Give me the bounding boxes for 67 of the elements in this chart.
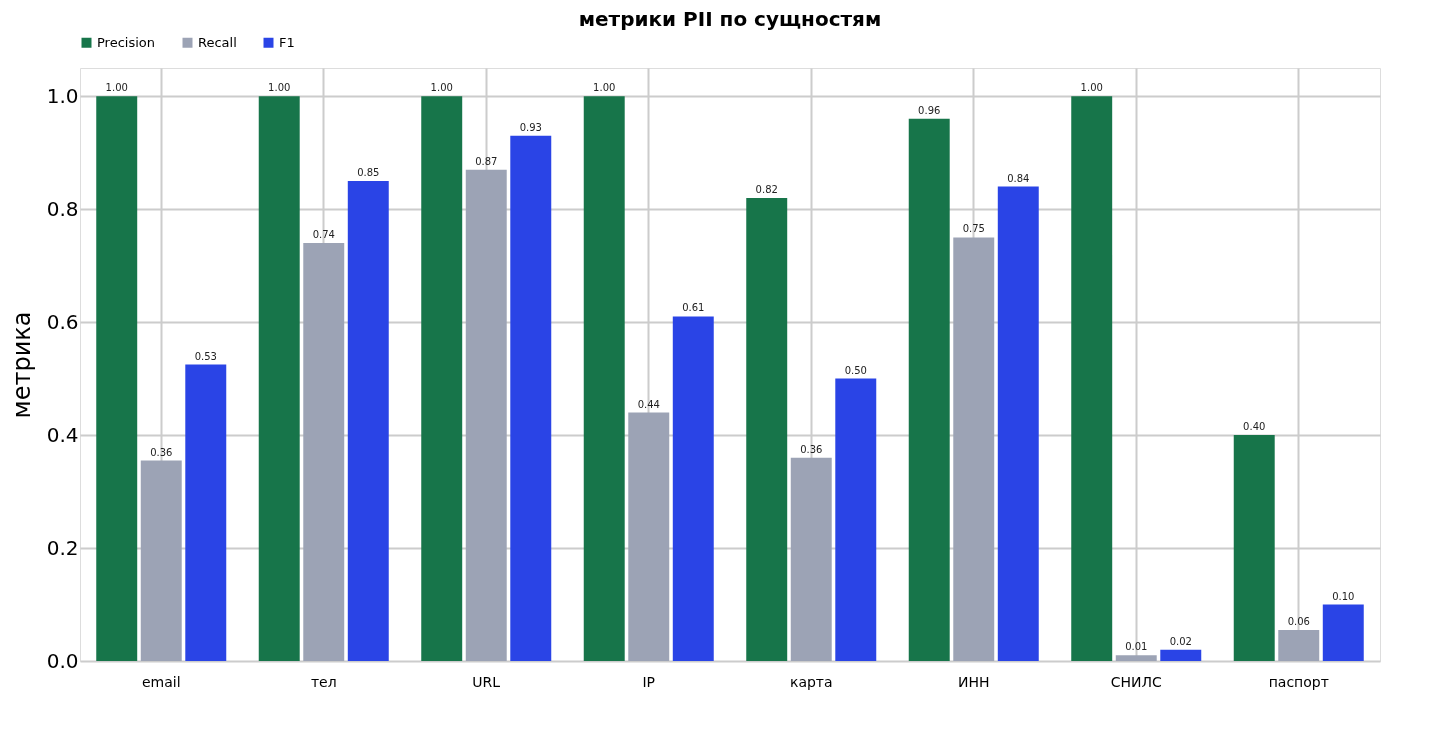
bar <box>746 197 788 661</box>
x-tick-label: СНИЛС <box>1110 673 1163 690</box>
data-label: 0.82 <box>755 183 778 195</box>
data-label: 1.00 <box>1080 82 1103 94</box>
data-label: 0.02 <box>1169 635 1192 647</box>
y-axis-title: метрика <box>7 311 36 419</box>
bar <box>421 96 463 661</box>
x-tick-label: тел <box>310 673 337 690</box>
data-label: 0.85 <box>357 166 380 178</box>
legend-label: F1 <box>279 34 295 50</box>
data-label: 1.00 <box>593 82 616 94</box>
bar <box>1233 435 1275 661</box>
chart-title: метрики PII по сущностям <box>578 7 882 31</box>
bar <box>953 237 995 661</box>
x-tick-label: паспорт <box>1268 673 1329 690</box>
bar <box>465 169 507 661</box>
bar <box>1278 629 1320 661</box>
data-label: 0.50 <box>844 364 867 376</box>
bar <box>1115 655 1157 661</box>
bar <box>835 378 877 661</box>
bar <box>140 460 182 661</box>
x-tick-label: IP <box>642 673 656 690</box>
bar <box>672 316 714 661</box>
data-label: 0.10 <box>1332 590 1355 602</box>
y-tick-label: 0.8 <box>46 196 79 221</box>
data-label: 0.61 <box>682 302 705 314</box>
y-tick-label: 0.6 <box>46 309 79 334</box>
bar <box>258 96 300 661</box>
data-label: 0.84 <box>1007 172 1030 184</box>
bar <box>1322 604 1364 661</box>
bar <box>908 118 950 661</box>
bar <box>185 364 227 661</box>
data-label: 0.40 <box>1243 421 1266 433</box>
bar <box>583 96 625 661</box>
data-label: 1.00 <box>105 82 128 94</box>
data-label: 0.36 <box>150 446 173 458</box>
data-label: 1.00 <box>430 82 453 94</box>
legend-label: Recall <box>198 34 237 50</box>
data-label: 0.53 <box>194 350 217 362</box>
bar <box>997 186 1039 661</box>
bar <box>347 180 389 661</box>
y-tick-label: 1.0 <box>46 83 79 108</box>
bar <box>1071 96 1113 661</box>
bar <box>628 412 670 661</box>
y-tick-label: 0.0 <box>46 648 79 673</box>
data-label: 0.06 <box>1287 615 1310 627</box>
x-tick-label: URL <box>472 673 501 690</box>
y-tick-label: 0.4 <box>46 422 79 447</box>
data-label: 0.44 <box>637 398 660 410</box>
data-label: 0.96 <box>918 104 941 116</box>
legend-label: Precision <box>97 34 156 50</box>
data-label: 0.87 <box>475 155 498 167</box>
data-label: 0.75 <box>962 223 985 235</box>
data-label: 1.00 <box>268 82 291 94</box>
y-tick-label: 0.2 <box>46 535 79 560</box>
bar <box>790 457 832 661</box>
data-label: 0.93 <box>519 121 542 133</box>
data-label: 0.01 <box>1125 641 1148 653</box>
bar <box>1160 649 1202 661</box>
data-label: 0.36 <box>800 443 823 455</box>
bar <box>510 135 552 661</box>
bar <box>96 96 138 661</box>
x-tick-label: карта <box>789 673 833 690</box>
bar <box>303 243 345 661</box>
x-tick-label: email <box>141 673 181 690</box>
x-tick-label: ИНН <box>957 673 990 690</box>
data-label: 0.74 <box>312 229 335 241</box>
